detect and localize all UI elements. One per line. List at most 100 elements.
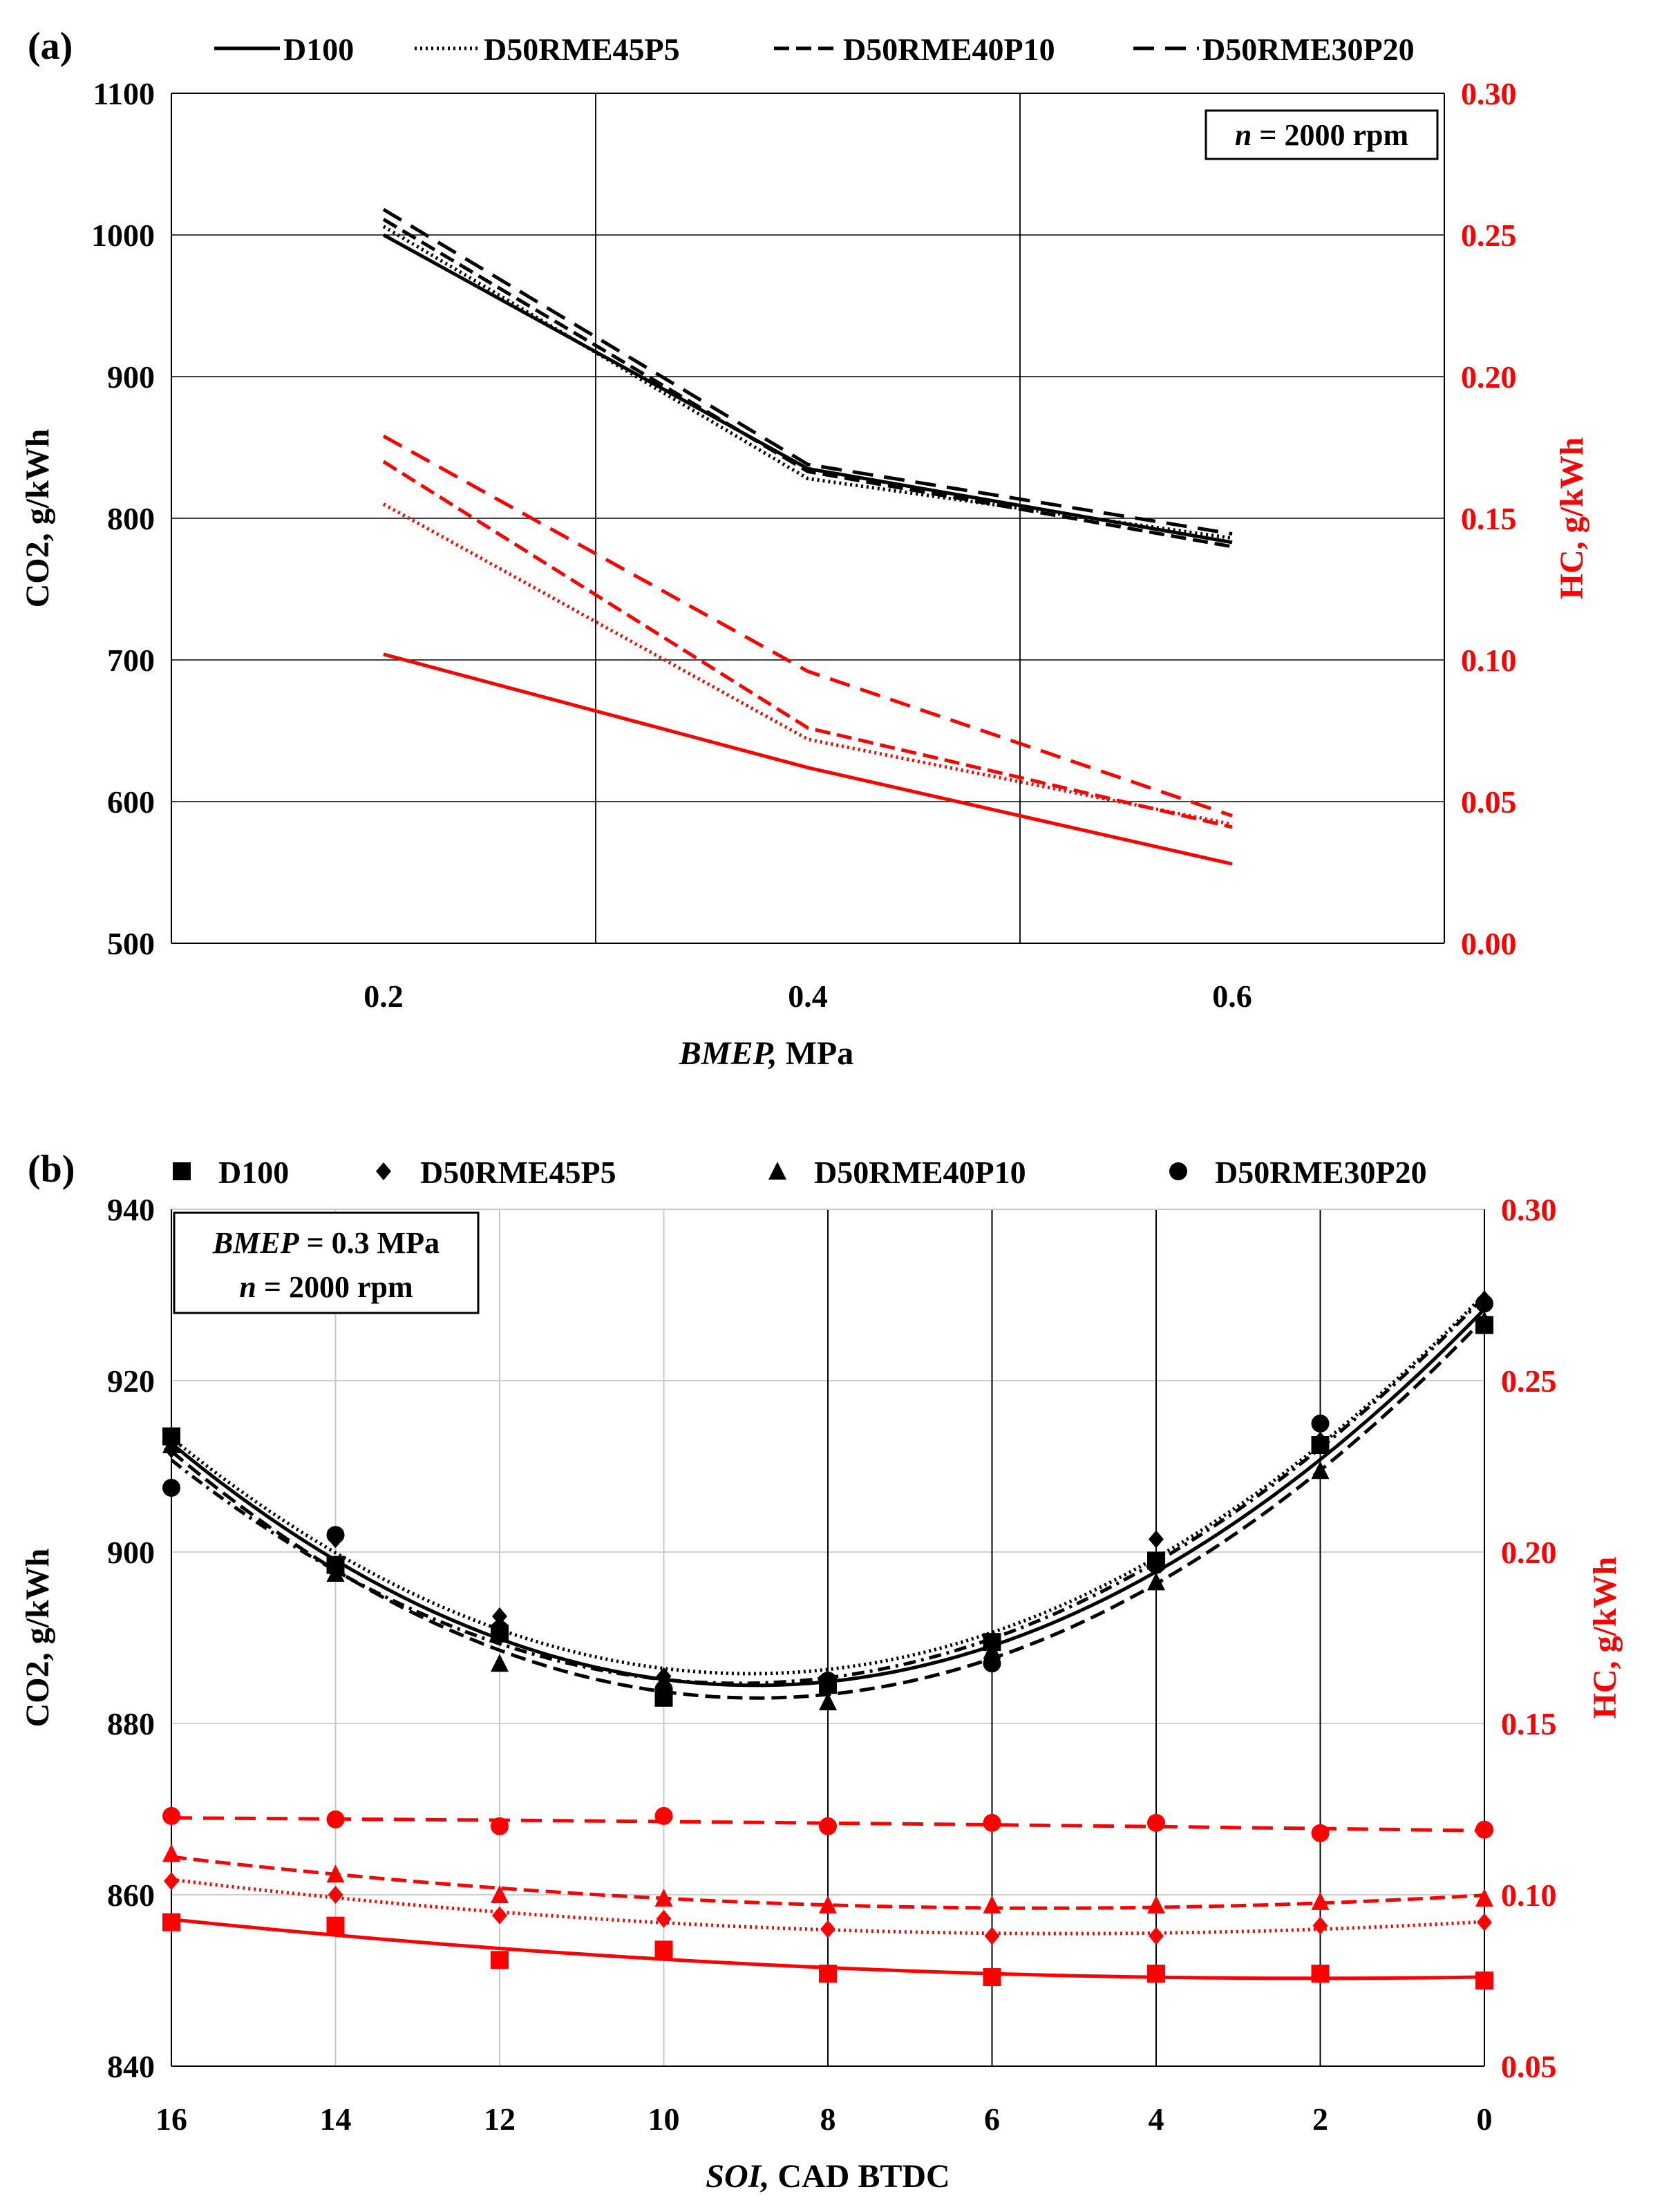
- co2-point-D50RME45P5: [1149, 1530, 1164, 1549]
- y-tick-label-right: 0.15: [1501, 1706, 1557, 1741]
- y-tick-label-right: 0.30: [1461, 76, 1517, 111]
- hc-point-D50RME40P10: [983, 1895, 1001, 1913]
- hc-fit-D50RME30P20: [171, 1816, 1485, 1833]
- y-axis-label-left: CO2, g/kWh: [19, 1549, 56, 1728]
- panel-label: (a): [28, 25, 73, 68]
- y-tick-label-left: 700: [107, 643, 155, 678]
- y-tick-label-left: 940: [107, 1192, 155, 1227]
- y-tick-label-left: 900: [107, 359, 155, 395]
- co2-point-D50RME30P20: [162, 1479, 180, 1497]
- annotation-rest: = 2000 rpm: [256, 1270, 413, 1304]
- annotation-italic: n: [1235, 118, 1252, 152]
- x-axis-label-italic: SOI,: [706, 2158, 769, 2195]
- hc-point-D50RME30P20: [162, 1806, 180, 1825]
- y-tick-label-right: 0.05: [1461, 784, 1517, 820]
- legend-label: D50RME40P10: [843, 32, 1055, 67]
- x-tick-label: 0.6: [1212, 979, 1252, 1014]
- x-axis-label: BMEP, MPa: [679, 1035, 853, 1072]
- legend-marker-circle: [1169, 1162, 1187, 1180]
- co2-point-D50RME30P20: [491, 1620, 509, 1638]
- hc-line-D100: [383, 652, 1233, 866]
- y-axis-label-right: HC, g/kWh: [1554, 437, 1590, 600]
- y-tick-label-left: 900: [107, 1535, 155, 1570]
- hc-point-D100: [1147, 1965, 1165, 1983]
- x-tick-label: 0: [1477, 2101, 1493, 2137]
- hc-point-D50RME40P10: [1311, 1891, 1330, 1910]
- x-tick-label: 6: [984, 2101, 1000, 2137]
- annotation-italic: n: [239, 1270, 256, 1304]
- legend-label: D50RME40P10: [814, 1155, 1026, 1190]
- hc-point-D50RME40P10: [1147, 1895, 1165, 1913]
- y-axis-label-left: CO2, g/kWh: [19, 429, 56, 608]
- annotation-line-2: n = 2000 rpm: [239, 1270, 413, 1304]
- legend-label: D100: [283, 32, 354, 67]
- y-tick-label-left: 840: [107, 2049, 155, 2084]
- hc-point-D50RME40P10: [491, 1885, 509, 1903]
- hc-point-D50RME30P20: [1475, 1820, 1493, 1839]
- x-tick-label: 0.4: [788, 979, 828, 1014]
- co2-line-D100: [382, 233, 1233, 545]
- y-tick-label-right: 0.00: [1461, 926, 1517, 961]
- x-tick-label: 10: [648, 2101, 680, 2137]
- x-tick-label: 16: [155, 2101, 187, 2137]
- y-tick-label-right: 0.20: [1461, 359, 1517, 395]
- y-tick-label-right: 0.20: [1501, 1535, 1557, 1570]
- y-tick-label-left: 600: [107, 784, 155, 820]
- co2-point-D50RME40P10: [1475, 1311, 1493, 1330]
- y-tick-label-right: 0.05: [1501, 2049, 1557, 2084]
- hc-point-D100: [491, 1951, 509, 1969]
- hc-point-D50RME30P20: [1311, 1824, 1330, 1842]
- hc-point-D50RME45P5: [1149, 1927, 1164, 1945]
- x-axis-label: SOI, CAD BTDC: [706, 2158, 950, 2195]
- hc-point-D100: [162, 1913, 180, 1931]
- legend-marker-triangle: [768, 1162, 786, 1180]
- x-tick-label: 8: [820, 2101, 836, 2137]
- legend-label: D100: [218, 1155, 289, 1190]
- y-tick-label-left: 800: [107, 501, 155, 536]
- y-tick-label-left: 1000: [91, 218, 155, 253]
- hc-fit-D50RME40P10: [171, 1855, 1485, 1910]
- y-tick-label-left: 880: [107, 1706, 155, 1741]
- y-tick-label-right: 0.10: [1461, 643, 1517, 678]
- co2-line-D50RME30P20: [382, 207, 1233, 536]
- hc-point-D50RME40P10: [326, 1864, 345, 1883]
- hc-point-D100: [326, 1916, 345, 1935]
- y-tick-label-left: 500: [107, 926, 155, 961]
- co2-point-D50RME45P5: [492, 1607, 507, 1625]
- y-tick-label-right: 0.25: [1461, 218, 1517, 253]
- annotation-box: [1205, 109, 1439, 160]
- legend-marker-square: [173, 1162, 191, 1180]
- legend-label: D50RME30P20: [1215, 1155, 1427, 1190]
- co2-point-D50RME40P10: [1311, 1461, 1330, 1480]
- hc-point-D50RME40P10: [162, 1844, 180, 1862]
- annotation-line-1: BMEP = 0.3 MPa: [212, 1226, 440, 1260]
- co2-fit-D50RME45P5: [170, 1292, 1486, 1676]
- co2-point-D50RME30P20: [654, 1680, 673, 1699]
- co2-line-D50RME40P10: [382, 218, 1233, 549]
- hc-point-D50RME45P5: [1312, 1916, 1328, 1935]
- co2-point-D50RME40P10: [819, 1692, 837, 1710]
- hc-point-D50RME30P20: [491, 1817, 509, 1835]
- y-tick-label-right: 0.15: [1461, 501, 1517, 536]
- hc-point-D50RME30P20: [819, 1817, 837, 1835]
- legend-label: D50RME30P20: [1202, 32, 1415, 67]
- annotation-text: n = 2000 rpm: [1235, 118, 1408, 152]
- co2-point-D50RME30P20: [983, 1654, 1001, 1673]
- hc-point-D100: [819, 1965, 837, 1983]
- hc-point-D100: [1311, 1965, 1330, 1983]
- co2-point-D50RME30P20: [1475, 1294, 1493, 1313]
- x-tick-label: 2: [1312, 2101, 1328, 2137]
- y-axis-label-right: HC, g/kWh: [1587, 1557, 1623, 1719]
- hc-line-D50RME30P20: [382, 434, 1233, 817]
- hc-point-D50RME45P5: [984, 1927, 1000, 1945]
- hc-point-D50RME45P5: [1477, 1913, 1492, 1931]
- x-tick-label: 4: [1149, 2101, 1164, 2137]
- hc-point-D50RME45P5: [164, 1872, 179, 1891]
- co2-point-D50RME30P20: [1147, 1556, 1165, 1574]
- co2-point-D50RME30P20: [1311, 1415, 1330, 1433]
- y-tick-label-left: 920: [107, 1363, 155, 1399]
- annotation-box: [173, 1211, 480, 1314]
- legend-label: D50RME45P5: [420, 1155, 616, 1190]
- legend-label: D50RME45P5: [484, 32, 680, 67]
